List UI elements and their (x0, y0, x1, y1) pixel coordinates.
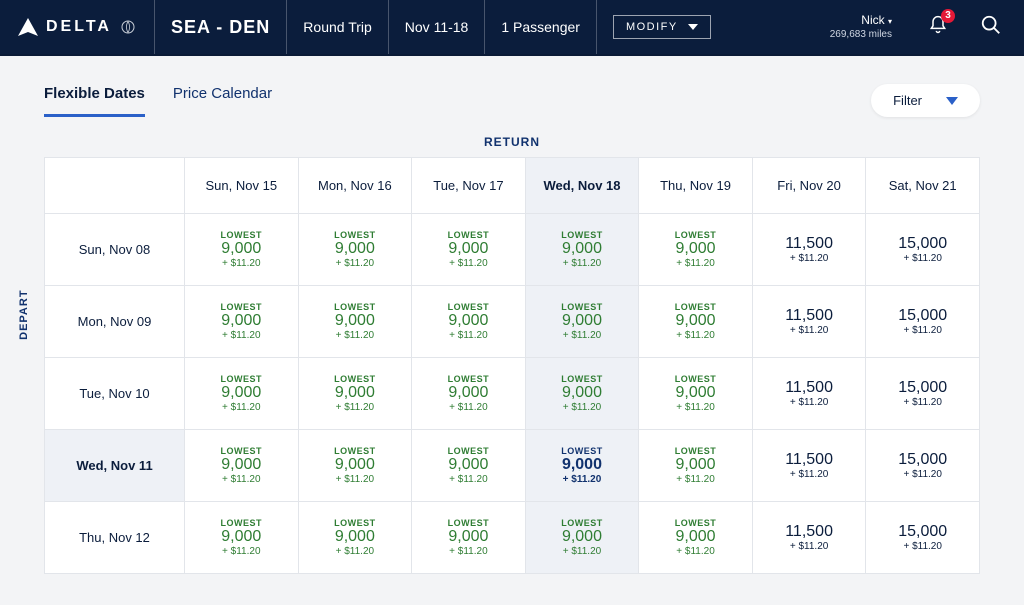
row-header[interactable]: Sun, Nov 08 (45, 214, 185, 286)
fare-cell[interactable]: LOWEST9,000+ $11.20 (412, 502, 526, 574)
row-header[interactable]: Thu, Nov 12 (45, 502, 185, 574)
fare-cell[interactable]: LOWEST9,000+ $11.20 (298, 502, 412, 574)
fare-cell[interactable]: LOWEST9,000+ $11.20 (298, 286, 412, 358)
fare-cell[interactable]: LOWEST9,000+ $11.20 (185, 214, 299, 286)
fare-cell[interactable]: LOWEST9,000+ $11.20 (525, 214, 639, 286)
fare-cell[interactable]: 15,000+ $11.20 (866, 430, 980, 502)
return-axis-label: RETURN (44, 135, 980, 149)
row-header[interactable]: Wed, Nov 11 (45, 430, 185, 502)
fare-cell[interactable]: 15,000+ $11.20 (866, 286, 980, 358)
fare-cell[interactable]: LOWEST9,000+ $11.20 (298, 358, 412, 430)
skyteam-icon (120, 19, 136, 35)
fare-cell[interactable]: LOWEST9,000+ $11.20 (639, 214, 753, 286)
fare-cell[interactable]: LOWEST9,000+ $11.20 (185, 502, 299, 574)
filter-label: Filter (893, 93, 922, 108)
fare-grid-wrap: RETURN DEPART Sun, Nov 15Mon, Nov 16Tue,… (44, 135, 980, 574)
fare-cell[interactable]: LOWEST9,000+ $11.20 (185, 358, 299, 430)
column-header[interactable]: Fri, Nov 20 (752, 158, 866, 214)
fare-cell[interactable]: 11,500+ $11.20 (752, 430, 866, 502)
fare-cell[interactable]: LOWEST9,000+ $11.20 (525, 286, 639, 358)
fare-cell[interactable]: 15,000+ $11.20 (866, 214, 980, 286)
user-miles: 269,683 miles (830, 28, 892, 41)
fare-cell[interactable]: LOWEST9,000+ $11.20 (298, 214, 412, 286)
fare-cell[interactable]: LOWEST9,000+ $11.20 (412, 214, 526, 286)
grid-corner (45, 158, 185, 214)
fare-cell[interactable]: 15,000+ $11.20 (866, 358, 980, 430)
fare-cell[interactable]: LOWEST9,000+ $11.20 (639, 430, 753, 502)
brand-logo[interactable]: DELTA (18, 0, 155, 54)
column-header[interactable]: Wed, Nov 18 (525, 158, 639, 214)
trip-type-crumb[interactable]: Round Trip (287, 0, 388, 54)
search-icon (980, 14, 1002, 36)
row-header[interactable]: Tue, Nov 10 (45, 358, 185, 430)
brand-text: DELTA (46, 18, 112, 36)
view-tabs: Flexible Dates Price Calendar (44, 85, 272, 117)
passengers-crumb[interactable]: 1 Passenger (485, 0, 597, 54)
fare-cell[interactable]: 11,500+ $11.20 (752, 502, 866, 574)
column-header[interactable]: Thu, Nov 19 (639, 158, 753, 214)
fare-cell[interactable]: 11,500+ $11.20 (752, 358, 866, 430)
column-header[interactable]: Mon, Nov 16 (298, 158, 412, 214)
filter-button[interactable]: Filter (871, 84, 980, 117)
modify-label: MODIFY (626, 21, 678, 33)
fare-grid: Sun, Nov 15Mon, Nov 16Tue, Nov 17Wed, No… (44, 157, 980, 574)
column-header[interactable]: Tue, Nov 17 (412, 158, 526, 214)
fare-cell[interactable]: LOWEST9,000+ $11.20 (525, 358, 639, 430)
fare-cell[interactable]: 11,500+ $11.20 (752, 214, 866, 286)
fare-cell[interactable]: LOWEST9,000+ $11.20 (185, 430, 299, 502)
search-button[interactable] (980, 14, 1002, 41)
fare-cell[interactable]: LOWEST9,000+ $11.20 (525, 502, 639, 574)
modify-button[interactable]: MODIFY (613, 15, 711, 39)
user-info[interactable]: Nick ▾ 269,683 miles (830, 13, 900, 42)
tab-flexible-dates[interactable]: Flexible Dates (44, 85, 145, 117)
fare-cell[interactable]: LOWEST9,000+ $11.20 (639, 502, 753, 574)
user-name: Nick (861, 13, 884, 27)
row-header[interactable]: Mon, Nov 09 (45, 286, 185, 358)
caret-down-icon (688, 24, 698, 30)
fare-cell[interactable]: 11,500+ $11.20 (752, 286, 866, 358)
fare-cell[interactable]: LOWEST9,000+ $11.20 (298, 430, 412, 502)
column-header[interactable]: Sat, Nov 21 (866, 158, 980, 214)
column-header[interactable]: Sun, Nov 15 (185, 158, 299, 214)
fare-cell[interactable]: LOWEST9,000+ $11.20 (412, 286, 526, 358)
content-header: Flexible Dates Price Calendar Filter (0, 56, 1024, 117)
fare-cell[interactable]: LOWEST9,000+ $11.20 (412, 430, 526, 502)
tab-price-calendar[interactable]: Price Calendar (173, 85, 272, 117)
route-crumb[interactable]: SEA - DEN (155, 0, 287, 54)
notifications-button[interactable]: 3 (928, 15, 948, 40)
dates-crumb[interactable]: Nov 11-18 (389, 0, 486, 54)
fare-cell[interactable]: 15,000+ $11.20 (866, 502, 980, 574)
top-header: DELTA SEA - DEN Round Trip Nov 11-18 1 P… (0, 0, 1024, 56)
caret-down-icon (946, 97, 958, 105)
fare-cell[interactable]: LOWEST9,000+ $11.20 (639, 358, 753, 430)
fare-cell[interactable]: LOWEST9,000+ $11.20 (412, 358, 526, 430)
fare-cell[interactable]: LOWEST9,000+ $11.20 (185, 286, 299, 358)
notification-badge: 3 (941, 9, 955, 23)
depart-axis-label: DEPART (18, 289, 30, 339)
delta-triangle-icon (18, 18, 38, 36)
fare-cell[interactable]: LOWEST9,000+ $11.20 (639, 286, 753, 358)
fare-cell[interactable]: LOWEST9,000+ $11.20 (525, 430, 639, 502)
